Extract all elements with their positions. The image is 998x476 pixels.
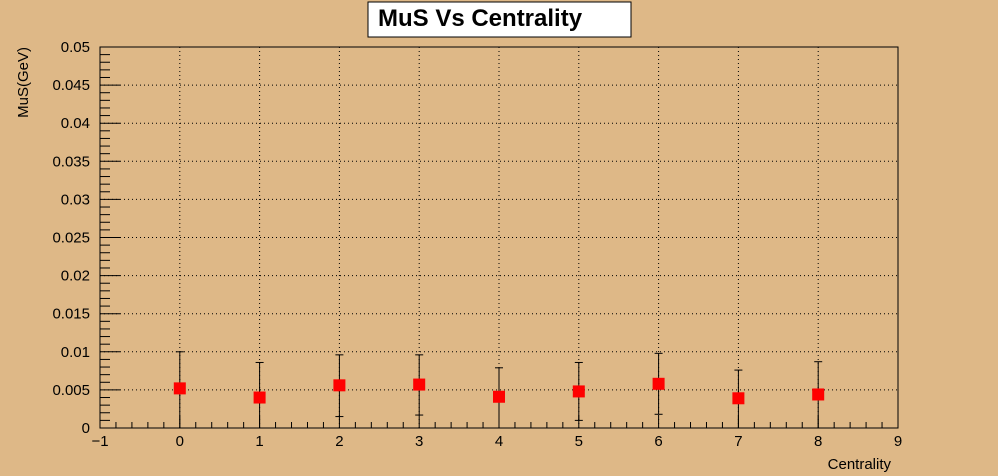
- x-tick-label: 9: [894, 433, 902, 450]
- data-point: [812, 388, 825, 401]
- data-point: [732, 392, 745, 405]
- x-tick-label: 3: [415, 433, 423, 450]
- ticks: [99, 46, 899, 429]
- x-tick-label: 4: [495, 433, 503, 450]
- x-tick-label: 1: [255, 433, 263, 450]
- data-point: [173, 382, 186, 395]
- x-tick-label: 7: [734, 433, 742, 450]
- data-point: [493, 390, 505, 403]
- data-point: [333, 379, 346, 392]
- y-tick-label: 0.015: [52, 306, 90, 323]
- data-points: [173, 351, 825, 429]
- title-box: MuS Vs Centrality: [367, 1, 632, 38]
- x-axis-title: Centrality: [828, 456, 892, 473]
- x-tick-label: 5: [575, 433, 583, 450]
- y-tick-label: 0.03: [61, 191, 90, 208]
- tick-labels: −1 0 1 2 3 4 5 6 7 8 900.0050.010.0150.020.0250.03…: [52, 39, 902, 450]
- data-point: [572, 385, 585, 398]
- data-point: [652, 377, 665, 390]
- y-tick-label: 0: [82, 420, 90, 437]
- y-tick-label: 0.045: [52, 77, 90, 94]
- y-tick-label: 0.01: [61, 344, 90, 361]
- y-tick-label: 0.035: [52, 153, 90, 170]
- x-tick-label: 8: [814, 433, 822, 450]
- y-tick-label: 0.04: [61, 115, 90, 132]
- grid: [100, 47, 898, 428]
- data-point: [253, 391, 266, 404]
- y-axis-title: MuS(GeV): [15, 47, 32, 118]
- x-tick-label: 0: [176, 433, 184, 450]
- chart-title: MuS Vs Centrality: [378, 5, 583, 32]
- y-tick-label: 0.05: [61, 39, 90, 56]
- x-tick-label: 6: [654, 433, 662, 450]
- data-point: [413, 378, 426, 391]
- y-tick-label: 0.005: [52, 382, 90, 399]
- y-tick-label: 0.025: [52, 230, 90, 247]
- x-tick-label: 2: [335, 433, 343, 450]
- y-tick-label: 0.02: [61, 268, 90, 285]
- x-tick-label: −1: [91, 433, 108, 450]
